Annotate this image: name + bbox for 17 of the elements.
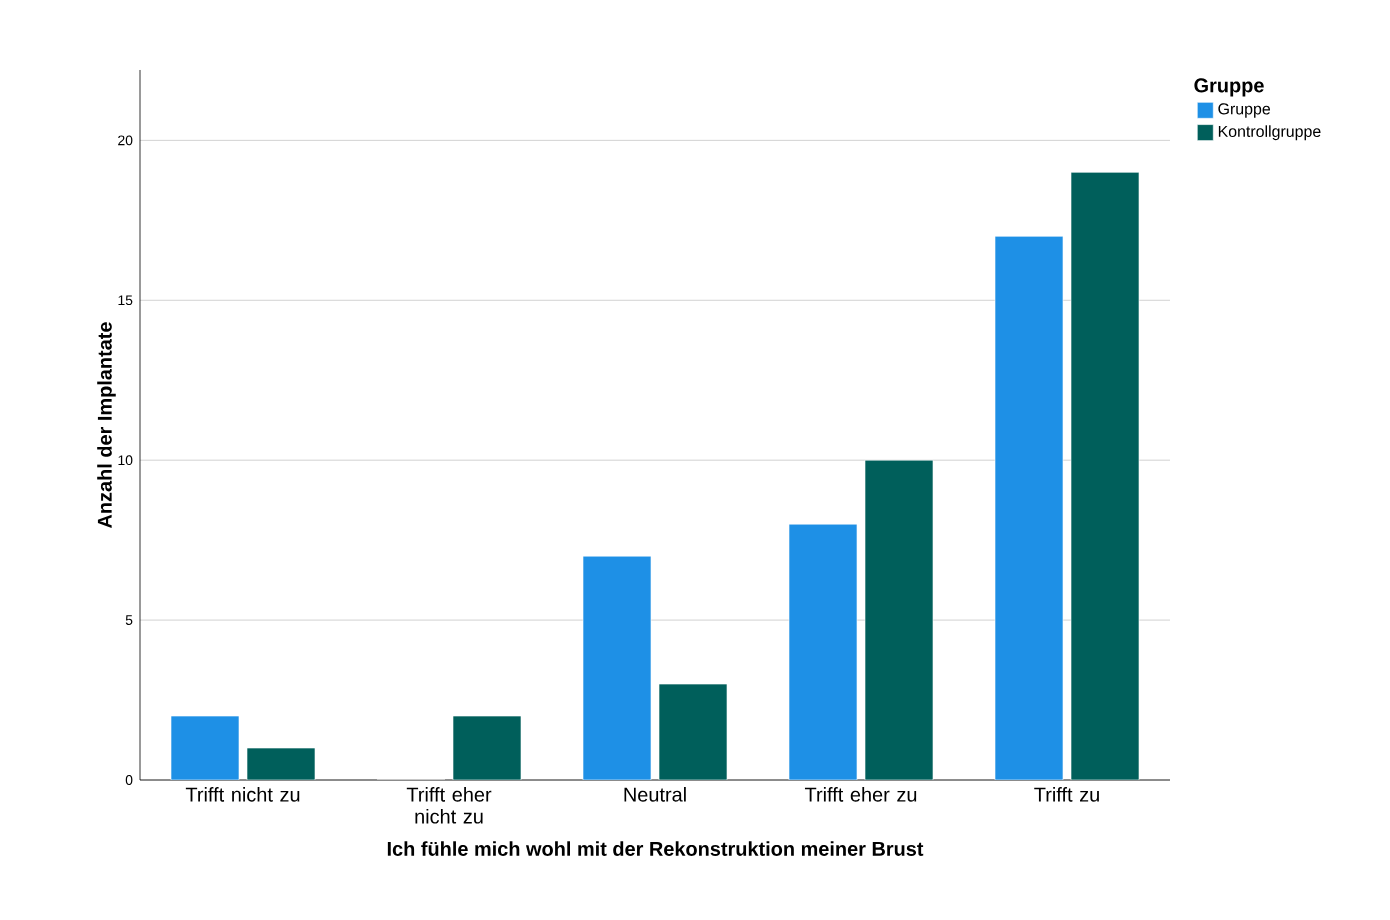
y-axis-title: Anzahl der Implantate — [97, 322, 116, 529]
bar — [452, 715, 522, 780]
x-tick-label: Neutral — [624, 787, 686, 802]
x-tick-label: Trifft nicht zu — [185, 787, 300, 802]
legend-title: Gruppe — [1194, 78, 1264, 97]
bar — [994, 236, 1064, 780]
x-tick-label: Trifft zu — [1034, 787, 1099, 802]
bar — [582, 555, 652, 780]
bar — [246, 747, 316, 780]
bar — [170, 715, 240, 780]
bar — [864, 459, 934, 780]
x-axis-title: Ich fühle mich wohl mit der Rekonstruktion meiner Brust — [387, 841, 924, 856]
bar — [1070, 172, 1140, 780]
x-tick-label: Trifft eher zu — [804, 787, 917, 802]
x-tick-label: Trifft eher nicht zu — [406, 787, 492, 824]
bar — [658, 683, 728, 780]
bar — [788, 523, 858, 780]
